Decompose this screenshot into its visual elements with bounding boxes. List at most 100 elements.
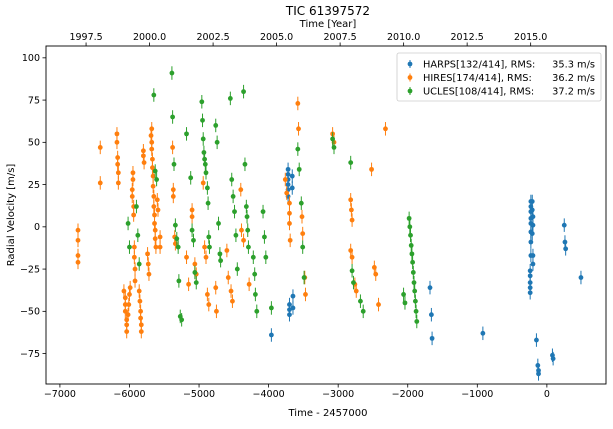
data-point bbox=[213, 123, 219, 128]
data-point bbox=[200, 117, 205, 123]
data-point bbox=[218, 258, 224, 264]
data-point bbox=[303, 292, 308, 297]
data-point bbox=[225, 275, 231, 280]
top-x-tick-label: 2002.5 bbox=[196, 32, 229, 43]
data-point bbox=[204, 292, 210, 297]
data-point bbox=[150, 183, 156, 189]
data-point bbox=[412, 298, 418, 304]
data-point bbox=[127, 244, 132, 250]
legend-label: UCLES[108/414], RMS: bbox=[423, 87, 534, 98]
data-point bbox=[402, 300, 408, 306]
data-point bbox=[130, 170, 136, 176]
data-point bbox=[141, 160, 147, 166]
data-point bbox=[330, 136, 336, 142]
data-point bbox=[282, 177, 288, 182]
data-point bbox=[242, 161, 248, 167]
data-point bbox=[373, 271, 379, 277]
data-point bbox=[260, 209, 266, 215]
top-x-tick-label: 2005.0 bbox=[260, 32, 293, 43]
data-point bbox=[201, 150, 207, 155]
series-1 bbox=[75, 96, 388, 339]
data-point bbox=[176, 278, 182, 284]
data-point bbox=[530, 253, 536, 258]
data-point bbox=[348, 160, 354, 166]
x-tick-label: −6000 bbox=[113, 389, 145, 400]
data-point bbox=[152, 221, 157, 226]
data-point bbox=[145, 251, 150, 257]
data-point bbox=[228, 288, 234, 294]
top-x-tick-label: 2000.0 bbox=[133, 32, 166, 43]
data-point bbox=[152, 227, 158, 233]
data-point bbox=[410, 270, 416, 275]
data-point bbox=[287, 237, 293, 243]
data-point bbox=[186, 281, 192, 287]
data-point bbox=[150, 156, 155, 162]
data-point bbox=[75, 227, 81, 233]
data-point bbox=[216, 221, 221, 226]
data-point bbox=[188, 175, 194, 181]
data-point bbox=[114, 131, 120, 137]
data-point bbox=[134, 204, 139, 209]
data-point bbox=[204, 185, 210, 191]
data-point bbox=[193, 280, 199, 285]
data-point bbox=[295, 101, 301, 106]
data-point bbox=[529, 207, 535, 213]
data-point bbox=[480, 330, 486, 336]
top-x-tick-label: 2010.0 bbox=[387, 32, 420, 43]
x-axis-label: Time - 2457000 bbox=[288, 408, 368, 419]
x-tick-label: −1000 bbox=[461, 389, 493, 400]
series-2 bbox=[125, 66, 420, 329]
data-point bbox=[408, 243, 414, 248]
data-point bbox=[254, 308, 260, 314]
data-point bbox=[97, 180, 103, 186]
data-point bbox=[536, 371, 541, 377]
axes: −7000 −6000 −5000 −4000 −3000 −2000 −1000 0 −75 −… bbox=[20, 32, 550, 400]
data-point bbox=[115, 161, 121, 167]
plot-marks bbox=[75, 66, 584, 381]
x-tick-label: −2000 bbox=[392, 389, 424, 400]
data-point bbox=[530, 214, 536, 220]
data-point bbox=[287, 221, 292, 226]
data-point bbox=[358, 298, 363, 304]
data-point bbox=[349, 254, 355, 260]
data-point bbox=[149, 146, 155, 152]
data-point bbox=[179, 317, 185, 323]
data-point bbox=[184, 131, 189, 137]
data-point bbox=[410, 259, 416, 265]
data-point bbox=[174, 236, 180, 242]
legend: HARPS[132/414], RMS: 35.3 m/s HIRES[174/41… bbox=[396, 52, 602, 102]
data-point bbox=[376, 302, 381, 307]
data-point bbox=[230, 194, 236, 199]
data-point bbox=[409, 251, 415, 257]
data-point bbox=[349, 268, 355, 274]
data-point bbox=[125, 312, 131, 318]
data-point bbox=[401, 292, 406, 297]
data-point bbox=[528, 239, 534, 245]
data-point bbox=[534, 337, 539, 343]
data-point bbox=[152, 168, 158, 174]
plot-frame bbox=[45, 45, 607, 385]
data-point bbox=[563, 246, 569, 252]
data-point bbox=[429, 335, 435, 341]
top-x-axis-label: Time [Year] bbox=[299, 19, 357, 30]
data-point bbox=[296, 166, 302, 172]
data-point bbox=[296, 126, 301, 132]
data-point bbox=[348, 197, 354, 203]
data-point bbox=[184, 254, 189, 260]
data-point bbox=[202, 244, 208, 250]
data-point bbox=[203, 254, 209, 260]
chart-title: TIC 61397572 bbox=[285, 4, 370, 18]
data-point bbox=[157, 234, 163, 240]
data-point bbox=[170, 194, 176, 199]
data-point bbox=[136, 288, 142, 294]
data-point bbox=[127, 292, 132, 297]
data-point bbox=[138, 329, 144, 335]
y-tick-label: 100 bbox=[22, 53, 40, 64]
data-point bbox=[290, 305, 296, 311]
data-point bbox=[175, 244, 181, 250]
data-point bbox=[153, 244, 159, 250]
data-point bbox=[408, 232, 413, 238]
data-point bbox=[171, 161, 177, 167]
data-point bbox=[213, 285, 219, 291]
data-point bbox=[131, 254, 137, 260]
